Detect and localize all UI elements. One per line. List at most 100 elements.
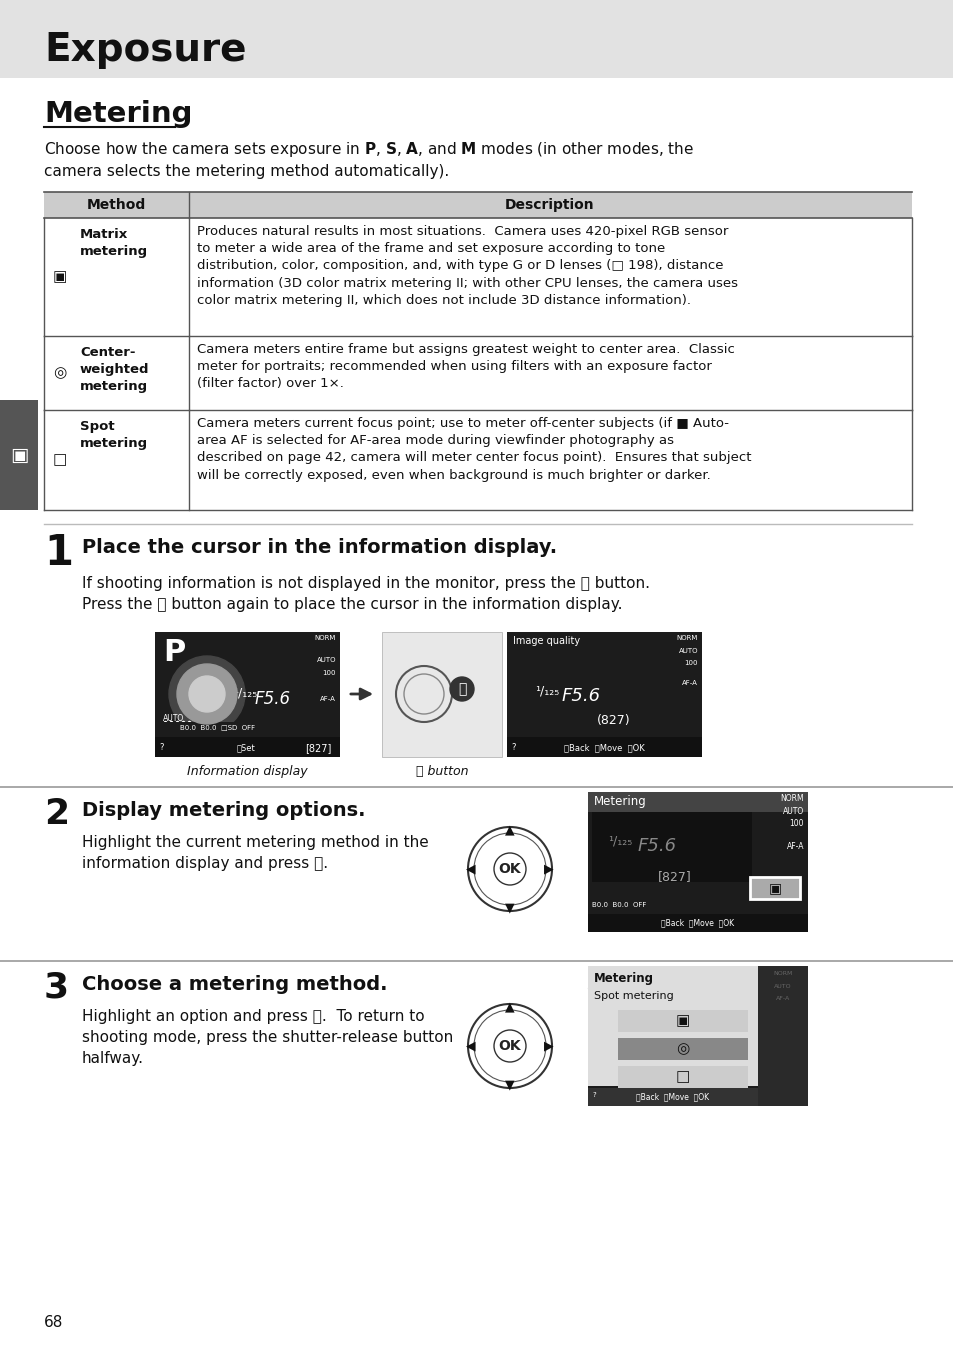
Text: ◎: ◎ [676,1041,689,1056]
Bar [154,722,339,737]
Bar [587,1088,758,1106]
Text: В0.0  В0.0  OFF: В0.0 В0.0 OFF [592,902,646,909]
Text: AUTO: AUTO [678,648,698,654]
Text: ⓘBack  ⓊMove  ⓈOK: ⓘBack ⓊMove ⓈOK [563,744,643,752]
Text: ?: ? [592,1092,595,1098]
Text: OK: OK [498,1038,520,1053]
Text: Choose a metering method.: Choose a metering method. [82,975,387,994]
Text: (827): (827) [597,714,630,727]
Text: Information display: Information display [187,765,307,777]
Text: ¹/₁₂₅: ¹/₁₂₅ [233,685,257,699]
Text: 100: 100 [684,660,698,667]
Text: 68: 68 [44,1315,63,1330]
Text: AF-A: AF-A [681,680,698,685]
Text: OK: OK [498,863,520,876]
Text: Image quality: Image quality [513,635,579,646]
Text: ⓘBack  ⓊMove  ⓈOK: ⓘBack ⓊMove ⓈOK [636,1092,709,1101]
Text: Camera meters entire frame but assigns greatest weight to center area.  Classic
: Camera meters entire frame but assigns g… [196,343,734,391]
Text: ¹/₁₂₅: ¹/₁₂₅ [607,834,632,846]
Text: [827]: [827] [658,869,691,883]
Text: ⓘBack  ⓊMove  ⓈOK: ⓘBack ⓊMove ⓈOK [660,918,734,927]
Text: NORM: NORM [773,971,792,976]
Text: If shooting information is not displayed in the monitor, press the ⓘ button.
Pre: If shooting information is not displayed… [82,576,649,612]
Text: Choose how the camera sets exposure in $\mathbf{P}$, $\mathbf{S}$, $\mathbf{A}$,: Choose how the camera sets exposure in $… [44,141,694,180]
Bar [618,1065,747,1088]
Text: □: □ [675,1069,689,1084]
Bar [587,914,807,932]
Text: AF-A: AF-A [320,696,335,702]
Text: ▲: ▲ [505,823,515,837]
Text: Method: Method [87,197,146,212]
Circle shape [494,1030,525,1063]
Text: Place the cursor in the information display.: Place the cursor in the information disp… [82,538,557,557]
Bar [749,877,800,899]
Text: Display metering options.: Display metering options. [82,800,365,821]
Text: Metering: Metering [44,100,193,128]
Text: 3: 3 [44,971,69,1005]
Text: ⓘSet: ⓘSet [236,744,255,752]
Bar [154,737,339,757]
Text: P: P [163,638,185,667]
Text: ▣: ▣ [10,446,29,465]
Text: □: □ [52,453,67,468]
Text: F5.6: F5.6 [561,687,600,704]
Text: Produces natural results in most situations.  Camera uses 420-pixel RGB sensor
t: Produces natural results in most situati… [196,224,738,307]
Circle shape [494,853,525,886]
Text: ◀: ◀ [466,863,476,876]
Text: Center-
weighted
metering: Center- weighted metering [80,346,150,393]
Bar [0,0,953,78]
Text: ◎: ◎ [53,365,67,380]
Text: Spot
metering: Spot metering [80,420,148,450]
Text: 2: 2 [44,796,69,831]
Text: Highlight the current metering method in the
information display and press Ⓢ.: Highlight the current metering method in… [82,836,428,871]
Text: F5.6: F5.6 [638,837,677,854]
Text: 100: 100 [322,671,335,676]
Bar [154,631,339,757]
Circle shape [189,676,225,713]
Text: Exposure: Exposure [44,31,246,69]
Bar [587,965,758,1086]
Text: NORM: NORM [314,635,335,641]
Text: ?: ? [159,744,163,752]
Text: Spot metering: Spot metering [594,991,673,1000]
Text: ⓘ: ⓘ [457,681,466,696]
Text: Description: Description [505,197,594,212]
Text: NORM: NORM [780,794,803,803]
Bar [0,400,38,510]
Bar [758,965,807,1106]
Text: AF-A: AF-A [785,842,803,850]
Text: ▶: ▶ [543,863,554,876]
Bar [506,631,701,757]
Text: AUTO: AUTO [316,657,335,662]
Text: 1: 1 [44,531,73,575]
Text: ?: ? [511,744,515,752]
Bar [587,792,807,932]
Bar [592,813,751,882]
Text: F5.6: F5.6 [254,690,291,708]
Text: ¹/₁₂₅: ¹/₁₂₅ [535,684,558,698]
Text: AUTO: AUTO [774,984,791,990]
Text: Camera meters current focus point; use to meter off-center subjects (if ■ Auto-
: Camera meters current focus point; use t… [196,416,751,481]
Text: ▶: ▶ [543,1040,554,1052]
Circle shape [177,664,236,725]
Text: [827]: [827] [305,744,332,753]
Bar [618,1010,747,1032]
Bar [506,737,701,757]
Circle shape [450,677,474,700]
Text: ▣: ▣ [767,882,781,895]
Bar [587,965,807,1106]
Text: AUTO: AUTO [163,714,184,723]
Text: В0.0  В0.0  □SD  OFF: В0.0 В0.0 □SD OFF [180,725,254,730]
Text: AUTO: AUTO [781,807,803,817]
Text: ◀: ◀ [466,1040,476,1052]
Text: ▼: ▼ [505,902,515,914]
Text: Matrix
metering: Matrix metering [80,228,148,258]
Bar [381,631,501,757]
Circle shape [169,656,245,731]
Text: ▣: ▣ [52,269,67,284]
Bar [618,1038,747,1060]
Text: NORM: NORM [676,635,698,641]
Text: Highlight an option and press Ⓢ.  To return to
shooting mode, press the shutter-: Highlight an option and press Ⓢ. To retu… [82,1009,453,1065]
Text: ▲: ▲ [505,1000,515,1014]
Bar [587,792,807,813]
